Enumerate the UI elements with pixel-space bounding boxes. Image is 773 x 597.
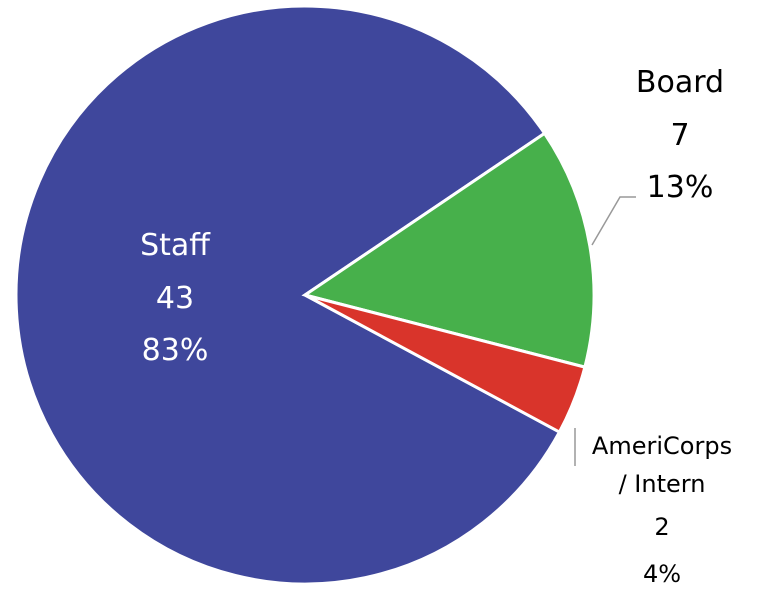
slice-value-label: 43 [155, 280, 195, 316]
pie-slice [301, 131, 596, 369]
slice-percent-label: 4% [642, 559, 682, 588]
slice-label: Staff 43 83% [100, 220, 250, 378]
chart: Staff 43 83% Board 7 13% AmeriCorps / Intern 2 4… [14, 4, 755, 588]
slice-category-label: Board [635, 65, 725, 100]
pie-slice [304, 293, 587, 435]
slice-value-label: 2 [654, 512, 670, 541]
pie-slice [14, 4, 562, 583]
slice-value-label: 7 [670, 117, 690, 153]
slice-percent-label: 13% [646, 170, 714, 205]
leader-line [591, 196, 636, 246]
pie-canvas [14, 4, 636, 583]
slice-percent-label: 83% [141, 333, 209, 368]
slice-category-label: AmeriCorps / Intern [591, 432, 733, 499]
slice-label: AmeriCorps / Intern 2 4% [587, 427, 737, 597]
slice-category-label: Staff [140, 228, 210, 263]
slice-label: Board 7 13% [605, 57, 755, 215]
